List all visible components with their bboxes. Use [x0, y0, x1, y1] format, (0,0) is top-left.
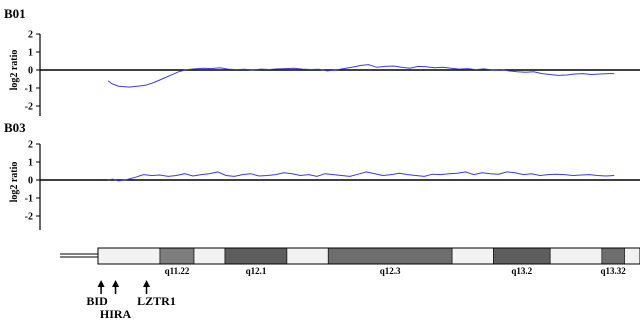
- y-tick-label: -1: [25, 194, 33, 205]
- gene-label: LZTR1: [137, 294, 176, 308]
- chromosome-band: [451, 247, 494, 265]
- chromosome-band: [549, 247, 603, 265]
- y-tick-label: 2: [28, 30, 33, 41]
- y-tick-label: -2: [25, 212, 33, 223]
- chromosome-band: [159, 247, 195, 265]
- gene-arrow-icon: [112, 280, 120, 287]
- series-line-b01: [107, 64, 615, 88]
- chromosome-band: [624, 247, 640, 265]
- y-tick-label: 1: [28, 48, 33, 59]
- series-line-b03: [108, 171, 615, 182]
- y-tick-label: 2: [28, 140, 33, 151]
- plot-background: [88, 0, 640, 240]
- band-label: q13.32: [601, 266, 627, 276]
- y-tick-label: 0: [28, 176, 33, 187]
- band-label: q12.1: [246, 266, 267, 276]
- gene-label: HIRA: [100, 307, 132, 320]
- y-tick-label: 0: [28, 66, 33, 77]
- ideogram-outline: [97, 247, 640, 265]
- panel-b01: B01 log2 ratio 2 1 0 -1 -2: [4, 6, 640, 116]
- chromosome-band: [224, 247, 288, 265]
- gene-arrow-icon: [143, 280, 151, 287]
- panel-title: B01: [4, 6, 26, 21]
- panel-b03: B03 log2 ratio 2 1 0 -1 -2: [4, 120, 640, 230]
- y-axis-label: log2 ratio: [9, 50, 20, 91]
- y-tick-label: -1: [25, 84, 33, 95]
- band-label: q12.3: [380, 266, 401, 276]
- chromosome-band: [193, 247, 226, 265]
- y-axis-label: log2 ratio: [9, 162, 20, 203]
- band-label: q13.2: [511, 266, 532, 276]
- chromosome-band: [97, 247, 161, 265]
- chromosome-band: [286, 247, 329, 265]
- gene-label: BID: [86, 294, 108, 308]
- y-tick-label: -2: [25, 102, 33, 113]
- y-tick-label: 1: [28, 158, 33, 169]
- gene-arrow-icon: [97, 280, 105, 287]
- chromosome-band: [327, 247, 453, 265]
- band-label: q11.22: [165, 266, 190, 276]
- panel-title: B03: [4, 120, 26, 135]
- chromosome-band: [493, 247, 551, 265]
- chromosome-band: [601, 247, 625, 265]
